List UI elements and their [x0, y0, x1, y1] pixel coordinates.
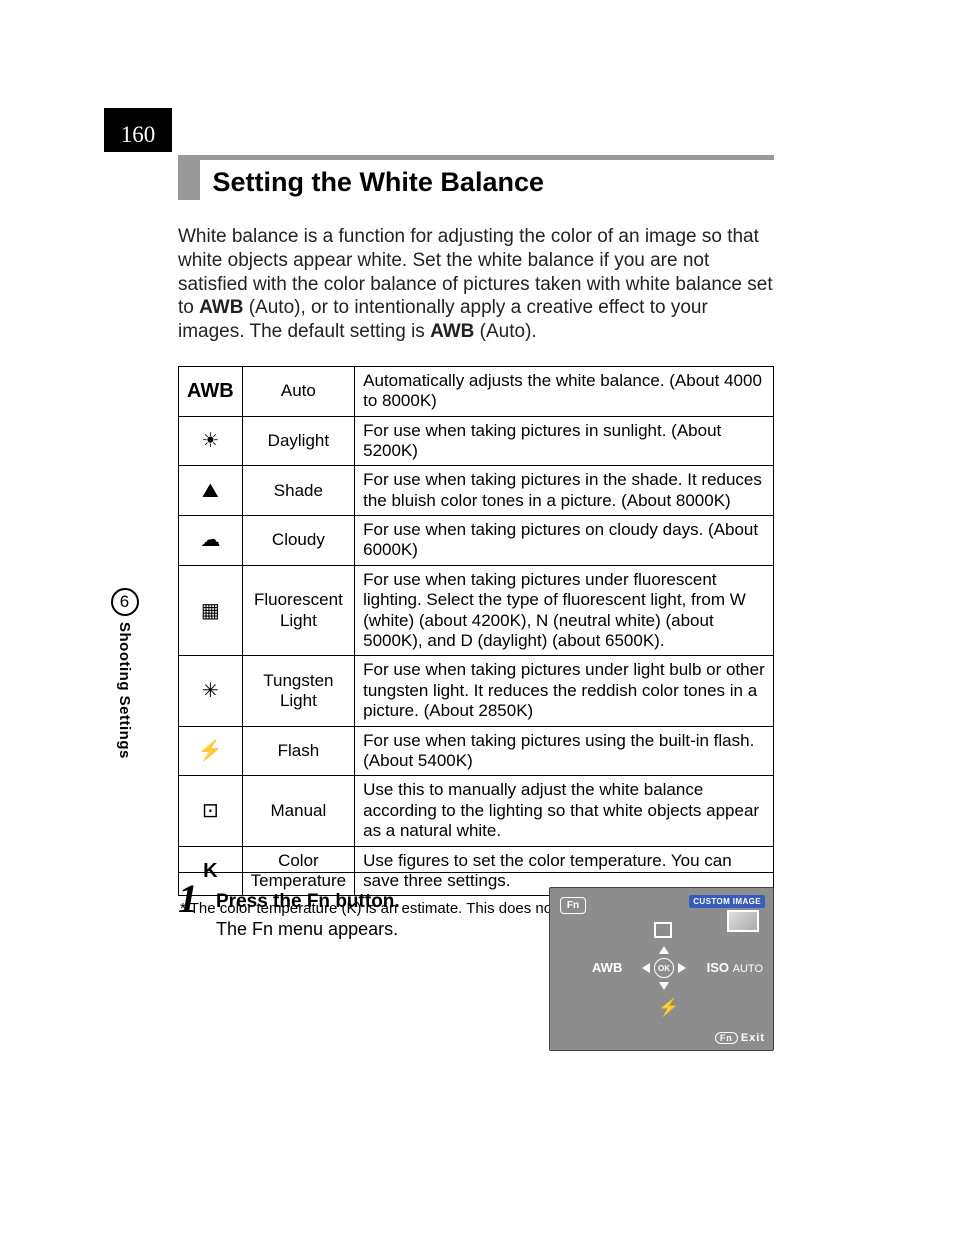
- custom-image-label: CUSTOM IMAGE: [689, 895, 765, 908]
- ok-button-icon: OK: [654, 958, 674, 978]
- wb-desc: For use when taking pictures in the shad…: [355, 466, 774, 516]
- arrow-left-icon: [642, 963, 650, 973]
- arrow-up-icon: [659, 946, 669, 954]
- chapter-side-tab: 6 Shooting Settings: [102, 588, 147, 759]
- step-title-before: Press the: [216, 891, 307, 912]
- fn-badge-icon: Fn: [560, 897, 586, 914]
- wb-name: Shade: [242, 466, 354, 516]
- awb-bold-2: AWB: [430, 321, 474, 342]
- iso-block: ISO AUTO: [707, 960, 763, 975]
- fn-label-inline: Fn: [307, 891, 330, 912]
- drive-mode-icon: [654, 922, 672, 938]
- fn-menu-screenshot: Fn CUSTOM IMAGE OK AWB ISO AUTO ⚡ FnExit: [549, 887, 774, 1051]
- cloudy-icon: ☁: [179, 516, 243, 566]
- wb-name: Cloudy: [242, 516, 354, 566]
- intro-part3: (Auto).: [474, 321, 536, 342]
- wb-name: Auto: [242, 366, 354, 416]
- daylight-icon: ☀: [179, 416, 243, 466]
- awb-screen-label: AWB: [592, 960, 622, 975]
- table-row: ☀ Daylight For use when taking pictures …: [179, 416, 774, 466]
- table-row: ⚡ Flash For use when taking pictures usi…: [179, 726, 774, 776]
- wb-name: Tungsten Light: [242, 656, 354, 726]
- main-content: White balance is a function for adjustin…: [178, 225, 774, 917]
- custom-image-icon: [727, 910, 759, 932]
- table-row: ⊡ Manual Use this to manually adjust the…: [179, 776, 774, 846]
- shade-icon: ⛰: [179, 466, 243, 516]
- page-number: 160: [104, 108, 172, 152]
- exit-fn-badge-icon: Fn: [715, 1032, 738, 1044]
- arrow-down-icon: [659, 982, 669, 990]
- manual-icon: ⊡: [179, 776, 243, 846]
- wb-desc: For use when taking pictures on cloudy d…: [355, 516, 774, 566]
- section-header: Setting the White Balance: [178, 155, 774, 200]
- iso-value: AUTO: [733, 963, 763, 975]
- intro-paragraph: White balance is a function for adjustin…: [178, 225, 774, 344]
- fluorescent-icon: ▦: [179, 565, 243, 656]
- wb-desc: For use when taking pictures in sunlight…: [355, 416, 774, 466]
- exit-label: FnExit: [715, 1032, 765, 1044]
- table-row: ✳ Tungsten Light For use when taking pic…: [179, 656, 774, 726]
- step-title-after: button.: [330, 891, 400, 912]
- table-row: AWB Auto Automatically adjusts the white…: [179, 366, 774, 416]
- flash-icon: ⚡: [179, 726, 243, 776]
- section-accent-bar: [178, 160, 200, 200]
- wb-icon-awb: AWB: [179, 366, 243, 416]
- iso-label: ISO: [707, 960, 729, 975]
- wb-desc: Use this to manually adjust the white ba…: [355, 776, 774, 846]
- tungsten-icon: ✳: [179, 656, 243, 726]
- dpad-icon: OK: [642, 946, 686, 990]
- wb-name: Daylight: [242, 416, 354, 466]
- section-title: Setting the White Balance: [212, 160, 544, 198]
- chapter-number-circle: 6: [111, 588, 139, 616]
- wb-desc: For use when taking pictures under light…: [355, 656, 774, 726]
- step-number: 1: [178, 875, 198, 922]
- arrow-right-icon: [678, 963, 686, 973]
- white-balance-table: AWB Auto Automatically adjusts the white…: [178, 366, 774, 897]
- awb-bold-1: AWB: [199, 297, 243, 318]
- table-row: ☁ Cloudy For use when taking pictures on…: [179, 516, 774, 566]
- wb-desc: For use when taking pictures under fluor…: [355, 565, 774, 656]
- step-section: 1 Press the Fn button. The Fn menu appea…: [178, 872, 774, 940]
- wb-desc: Automatically adjusts the white balance.…: [355, 366, 774, 416]
- wb-name: Fluorescent Light: [242, 565, 354, 656]
- exit-text: Exit: [741, 1032, 765, 1044]
- wb-name: Flash: [242, 726, 354, 776]
- table-row: ⛰ Shade For use when taking pictures in …: [179, 466, 774, 516]
- table-row: ▦ Fluorescent Light For use when taking …: [179, 565, 774, 656]
- chapter-name-vertical: Shooting Settings: [116, 622, 133, 759]
- flash-screen-icon: ⚡: [658, 998, 679, 1018]
- wb-name: Manual: [242, 776, 354, 846]
- wb-desc: For use when taking pictures using the b…: [355, 726, 774, 776]
